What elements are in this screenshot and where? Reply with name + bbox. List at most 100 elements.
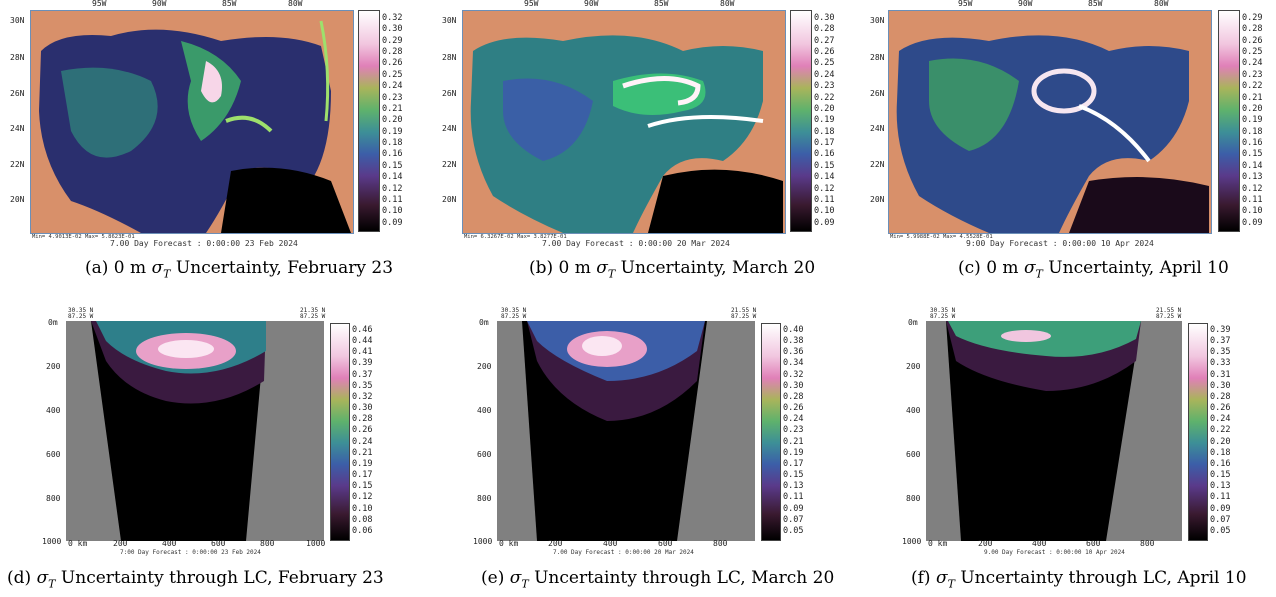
distance-tick: 800 bbox=[713, 539, 728, 548]
colorbar-tick-label: 0.18 bbox=[814, 126, 835, 137]
panel-b: 95W 90W 85W 80W 30N 28N 26N 24N 22N 20N … bbox=[432, 0, 842, 290]
colorbar-tick-label: 0.24 bbox=[352, 436, 373, 447]
colorbar-tick-label: 0.21 bbox=[1242, 92, 1263, 103]
distance-tick: 800 bbox=[260, 539, 275, 548]
panel-c: 95W 90W 85W 80W 30N 28N 26N 24N 22N 20N … bbox=[866, 0, 1276, 290]
section-render bbox=[497, 321, 755, 541]
colorbar bbox=[1188, 323, 1208, 541]
lat-tick: 22N bbox=[10, 160, 25, 169]
colorbar-tick-label: 0.07 bbox=[783, 514, 804, 525]
lat-tick: 28N bbox=[442, 53, 457, 62]
colorbar-tick-label: 0.16 bbox=[1242, 138, 1263, 149]
section-plot bbox=[66, 321, 324, 541]
depth-tick: 800 bbox=[46, 494, 61, 503]
depth-tick: 800 bbox=[906, 494, 921, 503]
panel-d: 30.35 N 87.25 W 21.35 N 87.25 W 0m 200 4… bbox=[0, 303, 430, 597]
colorbar-tick-label: 0.14 bbox=[382, 172, 403, 183]
colorbar-tick-label: 0.19 bbox=[352, 458, 373, 469]
distance-tick: 600 bbox=[1086, 539, 1101, 548]
colorbar-tick-label: 0.24 bbox=[1210, 414, 1231, 425]
colorbar-tick-label: 0.35 bbox=[352, 380, 373, 391]
min-max-label: Min= 5.9988E-02 Max= 4.5528E-01 bbox=[890, 234, 993, 240]
lon-tick: 85W bbox=[1088, 0, 1103, 8]
lat-tick: 20N bbox=[10, 195, 25, 204]
colorbar-tick-label: 0.10 bbox=[1242, 206, 1263, 217]
colorbar-tick-label: 0.12 bbox=[382, 183, 403, 194]
colorbar-tick-label: 0.22 bbox=[814, 92, 835, 103]
colorbar-tick-label: 0.21 bbox=[783, 436, 804, 447]
colorbar-tick-label: 0.28 bbox=[814, 24, 835, 35]
colorbar-tick-label: 0.09 bbox=[1242, 217, 1263, 228]
depth-tick: 600 bbox=[46, 450, 61, 459]
distance-tick: 600 bbox=[658, 539, 673, 548]
colorbar-tick-label: 0.11 bbox=[1242, 194, 1263, 205]
min-max-label: Min= 6.3267E-02 Max= 3.8277E-01 bbox=[464, 234, 567, 240]
lat-tick: 24N bbox=[10, 124, 25, 133]
depth-tick: 1000 bbox=[473, 537, 493, 546]
caption: (c) 0 m σT Uncertainty, April 10 bbox=[958, 258, 1229, 281]
colorbar-tick-label: 0.30 bbox=[352, 403, 373, 414]
colorbar-tick-label: 0.26 bbox=[814, 47, 835, 58]
colorbar-tick-label: 0.17 bbox=[814, 138, 835, 149]
lat-tick: 22N bbox=[870, 160, 885, 169]
colorbar-tick-label: 0.28 bbox=[1210, 391, 1231, 402]
colorbar-tick-label: 0.15 bbox=[783, 470, 804, 481]
lon-tick: 85W bbox=[654, 0, 669, 8]
colorbar-tick-label: 0.15 bbox=[352, 481, 373, 492]
colorbar-tick-label: 0.25 bbox=[814, 58, 835, 69]
lat-tick: 28N bbox=[870, 53, 885, 62]
colorbar-tick-label: 0.12 bbox=[352, 492, 373, 503]
colorbar-tick-label: 0.40 bbox=[783, 325, 804, 335]
colorbar-tick-label: 0.19 bbox=[814, 115, 835, 126]
depth-tick: 600 bbox=[477, 450, 492, 459]
colorbar-tick-label: 0.26 bbox=[352, 425, 373, 436]
colorbar-tick-label: 0.09 bbox=[814, 217, 835, 228]
colorbar-tick-label: 0.17 bbox=[352, 470, 373, 481]
colorbar-tick-label: 0.06 bbox=[352, 525, 373, 536]
distance-tick: 200 bbox=[978, 539, 993, 548]
depth-tick: 400 bbox=[906, 406, 921, 415]
colorbar-tick-label: 0.20 bbox=[1242, 103, 1263, 114]
colorbar-tick-label: 0.29 bbox=[382, 35, 403, 46]
caption: (e) σT Uncertainty through LC, March 20 bbox=[481, 568, 835, 591]
section-render bbox=[66, 321, 324, 541]
distance-tick: 1000 bbox=[306, 539, 326, 548]
depth-tick: 600 bbox=[906, 450, 921, 459]
depth-tick: 200 bbox=[46, 362, 61, 371]
colorbar-tick-label: 0.18 bbox=[1210, 447, 1231, 458]
caption: (b) 0 m σT Uncertainty, March 20 bbox=[529, 258, 816, 281]
colorbar-tick-label: 0.15 bbox=[814, 160, 835, 171]
distance-tick: 600 bbox=[211, 539, 226, 548]
colorbar-tick-label: 0.05 bbox=[783, 525, 804, 536]
caption: (f) σT Uncertainty through LC, April 10 bbox=[911, 568, 1247, 591]
colorbar-tick-label: 0.35 bbox=[1210, 347, 1231, 358]
section-render bbox=[926, 321, 1182, 541]
colorbar-tick-label: 0.12 bbox=[814, 183, 835, 194]
colorbar-tick-label: 0.05 bbox=[1210, 525, 1231, 536]
colorbar-tick-label: 0.18 bbox=[382, 138, 403, 149]
colorbar-tick-label: 0.21 bbox=[352, 447, 373, 458]
colorbar-tick-label: 0.34 bbox=[783, 358, 804, 369]
depth-tick: 200 bbox=[477, 362, 492, 371]
lat-tick: 26N bbox=[10, 89, 25, 98]
colorbar-tick-label: 0.25 bbox=[382, 69, 403, 80]
colorbar-tick-label: 0.15 bbox=[1242, 149, 1263, 160]
section-plot bbox=[926, 321, 1182, 541]
colorbar-tick-label: 0.25 bbox=[1242, 47, 1263, 58]
colorbar-tick-label: 0.19 bbox=[382, 126, 403, 137]
colorbar-tick-label: 0.11 bbox=[814, 194, 835, 205]
colorbar-tick-label: 0.30 bbox=[814, 13, 835, 23]
colorbar bbox=[761, 323, 781, 541]
lon-tick: 95W bbox=[92, 0, 107, 8]
colorbar-tick-label: 0.12 bbox=[1242, 183, 1263, 194]
distance-tick: 400 bbox=[162, 539, 177, 548]
colorbar-tick-label: 0.24 bbox=[814, 69, 835, 80]
colorbar-tick-label: 0.19 bbox=[1242, 115, 1263, 126]
colorbar-tick-label: 0.39 bbox=[1210, 325, 1231, 335]
lat-tick: 26N bbox=[442, 89, 457, 98]
lat-tick: 20N bbox=[870, 195, 885, 204]
colorbar-tick-label: 0.20 bbox=[382, 115, 403, 126]
colorbar-tick-label: 0.28 bbox=[1242, 24, 1263, 35]
colorbar-tick-label: 0.24 bbox=[783, 414, 804, 425]
uncertainty-map bbox=[888, 10, 1212, 234]
